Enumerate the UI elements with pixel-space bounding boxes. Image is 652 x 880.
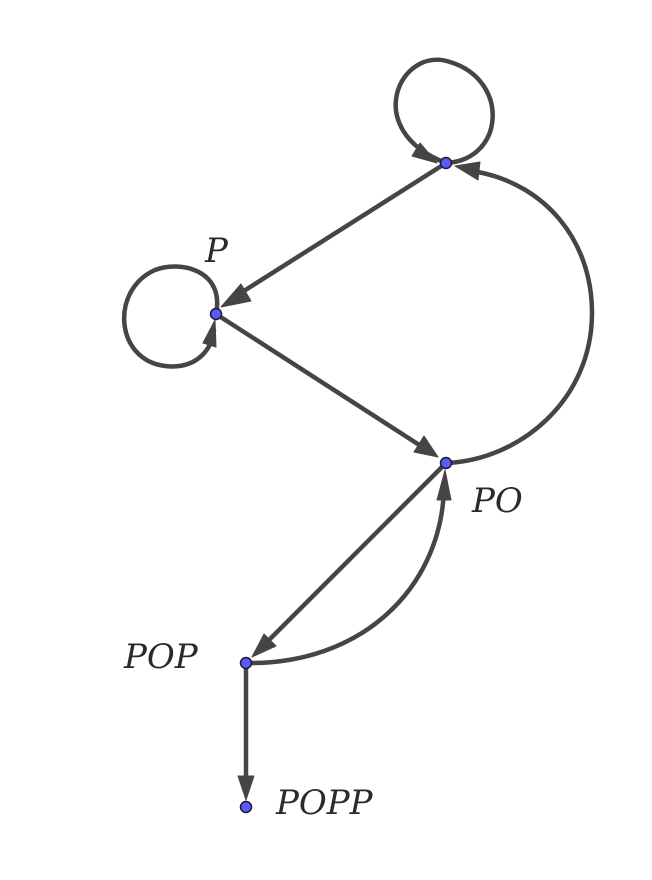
edge-p-to-po <box>213 311 439 458</box>
edge-pop-to-po <box>243 469 452 666</box>
node-pop <box>239 656 253 670</box>
edge-line <box>243 487 447 666</box>
edge-line <box>213 311 427 451</box>
arrowhead-icon <box>413 435 439 458</box>
arrowhead-icon <box>237 775 255 801</box>
nodes <box>209 156 453 814</box>
node-label-p: P <box>204 231 229 271</box>
edge-line <box>261 460 449 648</box>
arrowhead-icon <box>251 633 277 658</box>
edge-empty-self-loop <box>393 57 495 166</box>
node-label-po: PO <box>471 481 523 521</box>
edge-empty-to-p <box>220 160 449 308</box>
edge-line <box>122 264 220 369</box>
edge-line <box>393 57 495 166</box>
arrowhead-icon <box>202 319 217 348</box>
edges <box>122 57 595 801</box>
arrowhead-icon <box>454 161 481 181</box>
arrowhead-icon <box>411 142 438 164</box>
node-p <box>209 307 223 321</box>
labels: P PO POP POPP <box>123 231 523 823</box>
edge-line <box>443 169 595 466</box>
edge-po-to-empty <box>443 161 595 466</box>
edge-p-self-loop <box>122 264 220 369</box>
node-label-pop: POP <box>123 637 199 677</box>
arrowhead-icon <box>436 469 452 501</box>
arrowhead-icon <box>220 283 252 308</box>
edge-pop-to-popp <box>237 660 255 801</box>
node-po <box>439 456 453 470</box>
edge-po-to-pop <box>251 460 449 658</box>
edge-line <box>233 160 449 299</box>
node-label-popp: POPP <box>275 783 374 823</box>
node-empty <box>439 156 453 170</box>
node-popp <box>239 800 253 814</box>
